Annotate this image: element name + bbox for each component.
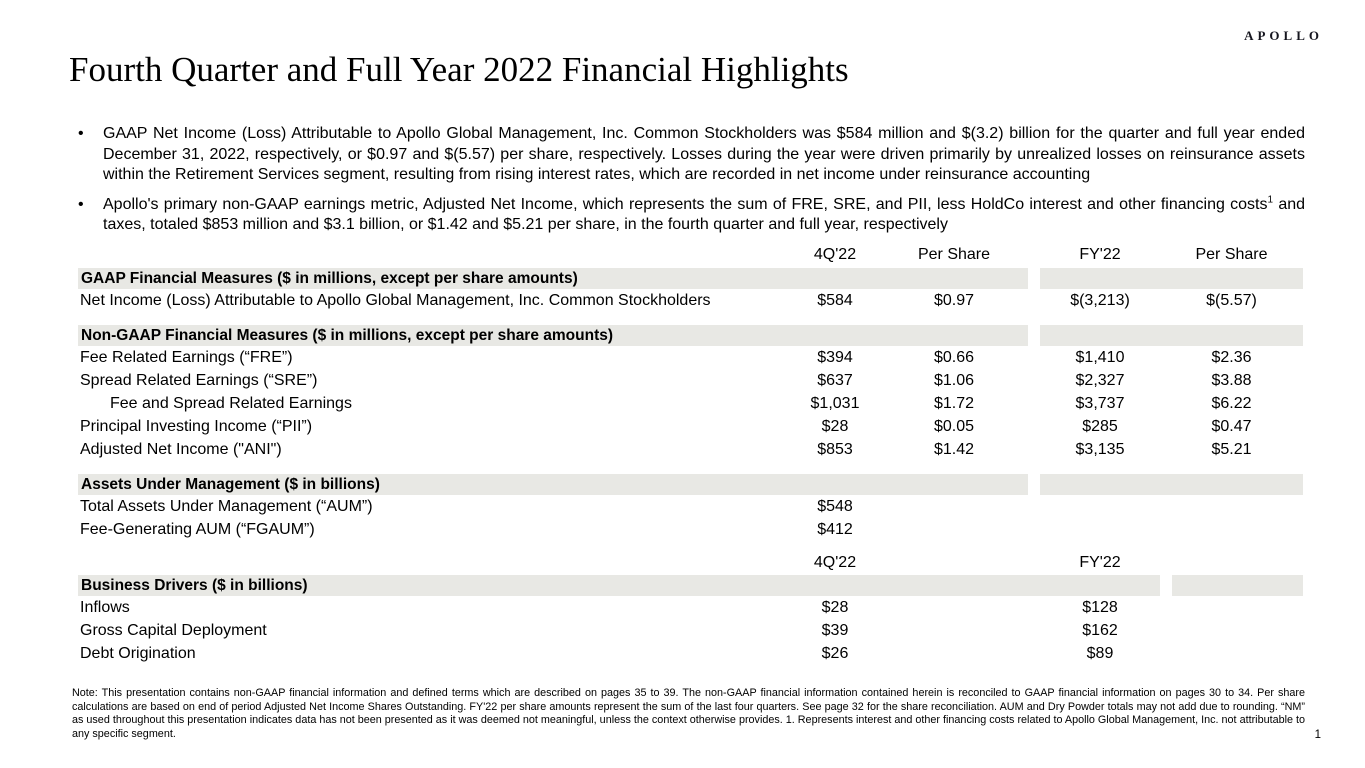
col-header-4q22: 4Q'22 bbox=[813, 554, 857, 571]
footnote-ref-1: 1 bbox=[1267, 194, 1274, 206]
value-4q22: $637 bbox=[817, 371, 853, 389]
value-fy22: $(3,213) bbox=[1070, 291, 1130, 309]
value-per-share-q: $0.97 bbox=[933, 291, 975, 309]
value-per-share-q: $0.05 bbox=[933, 417, 975, 435]
column-header-row-2: 4Q'22 FY'22 bbox=[78, 541, 1303, 575]
row-label: Principal Investing Income (“PII”) bbox=[80, 417, 313, 435]
value-4q22: $28 bbox=[821, 598, 849, 616]
value-4q22: $853 bbox=[817, 440, 853, 458]
value-fy22: $1,410 bbox=[1075, 348, 1125, 366]
value-fy22: $285 bbox=[1082, 417, 1118, 435]
row-label: Spread Related Earnings (“SRE”) bbox=[80, 371, 318, 389]
value-4q22: $26 bbox=[821, 644, 849, 662]
value-per-share-q: $1.72 bbox=[933, 394, 975, 412]
table-row-ani: Adjusted Net Income ("ANI") $853 $1.42 $… bbox=[78, 438, 1303, 461]
bullet-adjusted-net-income: • Apollo's primary non-GAAP earnings met… bbox=[78, 195, 1305, 236]
table-row-total-aum: Total Assets Under Management (“AUM”) $5… bbox=[78, 495, 1303, 518]
table-row-fee-and-spread: Fee and Spread Related Earnings $1,031 $… bbox=[78, 392, 1303, 415]
table-row-pii: Principal Investing Income (“PII”) $28 $… bbox=[78, 415, 1303, 438]
section-title-aum: Assets Under Management ($ in billions) bbox=[78, 474, 1028, 495]
bullet-marker: • bbox=[78, 195, 84, 213]
value-fy22: $2,327 bbox=[1075, 371, 1125, 389]
highlights-bullets: • GAAP Net Income (Loss) Attributable to… bbox=[78, 124, 1305, 245]
value-per-share-fy: $3.88 bbox=[1211, 371, 1252, 389]
value-per-share-fy: $0.47 bbox=[1211, 417, 1252, 435]
value-4q22: $548 bbox=[817, 497, 853, 515]
bullet-marker: • bbox=[78, 125, 84, 142]
table-row-fre: Fee Related Earnings (“FRE”) $394 $0.66 … bbox=[78, 346, 1303, 369]
value-per-share-fy: $6.22 bbox=[1211, 394, 1252, 412]
section-title-gaap: GAAP Financial Measures ($ in millions, … bbox=[78, 268, 1028, 289]
section-title-business-drivers: Business Drivers ($ in billions) bbox=[78, 575, 1160, 596]
table-row-inflows: Inflows $28 $128 bbox=[78, 596, 1303, 619]
section-header-gaap: GAAP Financial Measures ($ in millions, … bbox=[78, 268, 1303, 289]
section-header-nongaap: Non-GAAP Financial Measures ($ in millio… bbox=[78, 325, 1303, 346]
section-band-right bbox=[1160, 575, 1303, 596]
section-band-right bbox=[1040, 268, 1303, 289]
column-header-row: 4Q'22 Per Share FY'22 Per Share bbox=[78, 246, 1303, 268]
value-per-share-fy: $(5.57) bbox=[1206, 291, 1257, 309]
value-fy22: $162 bbox=[1082, 621, 1118, 639]
value-4q22: $1,031 bbox=[810, 394, 860, 412]
col-header-4q22: 4Q'22 bbox=[813, 246, 857, 263]
bullet-text-post: and taxes, totaled $853 million and $3.1… bbox=[103, 195, 1306, 234]
col-header-per-share-q: Per Share bbox=[917, 246, 991, 263]
value-fy22: $128 bbox=[1082, 598, 1118, 616]
row-label: Inflows bbox=[80, 598, 130, 616]
col-header-fy22: FY'22 bbox=[1079, 246, 1121, 263]
row-label: Net Income (Loss) Attributable to Apollo… bbox=[80, 291, 711, 309]
row-label: Total Assets Under Management (“AUM”) bbox=[80, 497, 373, 515]
col-header-per-share-fy: Per Share bbox=[1195, 246, 1268, 263]
value-4q22: $584 bbox=[817, 291, 853, 309]
row-label: Fee and Spread Related Earnings bbox=[110, 394, 352, 412]
value-4q22: $28 bbox=[821, 417, 849, 435]
value-per-share-q: $1.06 bbox=[933, 371, 975, 389]
value-fy22: $3,135 bbox=[1075, 440, 1125, 458]
table-row-fgaum: Fee-Generating AUM (“FGAUM”) $412 bbox=[78, 518, 1303, 541]
value-4q22: $39 bbox=[821, 621, 849, 639]
value-4q22: $394 bbox=[817, 348, 853, 366]
row-label: Fee Related Earnings (“FRE”) bbox=[80, 348, 293, 366]
table-row-sre: Spread Related Earnings (“SRE”) $637 $1.… bbox=[78, 369, 1303, 392]
bullet-text: Apollo's primary non-GAAP earnings metri… bbox=[103, 195, 1305, 236]
row-label: Gross Capital Deployment bbox=[80, 621, 267, 639]
value-per-share-fy: $5.21 bbox=[1211, 440, 1252, 458]
value-fy22: $89 bbox=[1086, 644, 1114, 662]
section-band-right bbox=[1040, 325, 1303, 346]
section-header-aum: Assets Under Management ($ in billions) bbox=[78, 474, 1303, 495]
financial-highlights-table: 4Q'22 Per Share FY'22 Per Share GAAP Fin… bbox=[78, 246, 1303, 665]
row-label: Adjusted Net Income ("ANI") bbox=[80, 440, 282, 458]
table-row-net-income: Net Income (Loss) Attributable to Apollo… bbox=[78, 289, 1303, 312]
apollo-logo: APOLLO bbox=[1244, 28, 1323, 43]
table-row-debt-origination: Debt Origination $26 $89 bbox=[78, 642, 1303, 665]
bullet-text-pre: Apollo's primary non-GAAP earnings metri… bbox=[103, 195, 1268, 213]
col-header-fy22: FY'22 bbox=[1079, 554, 1121, 571]
bullet-gaap-net-income: • GAAP Net Income (Loss) Attributable to… bbox=[78, 124, 1305, 186]
row-label: Debt Origination bbox=[80, 644, 196, 662]
value-per-share-q: $0.66 bbox=[933, 348, 975, 366]
value-4q22: $412 bbox=[817, 520, 853, 538]
section-header-business-drivers: Business Drivers ($ in billions) bbox=[78, 575, 1303, 596]
footnote-text: Note: This presentation contains non-GAA… bbox=[72, 687, 1305, 741]
table-gap bbox=[78, 461, 1303, 474]
page-number: 1 bbox=[1314, 729, 1321, 741]
section-title-nongaap: Non-GAAP Financial Measures ($ in millio… bbox=[78, 325, 1028, 346]
value-fy22: $3,737 bbox=[1075, 394, 1125, 412]
row-label: Fee-Generating AUM (“FGAUM”) bbox=[80, 520, 315, 538]
table-gap bbox=[78, 312, 1303, 325]
page-title: Fourth Quarter and Full Year 2022 Financ… bbox=[69, 50, 849, 89]
section-band-right bbox=[1040, 474, 1303, 495]
table-row-gross-capital-deployment: Gross Capital Deployment $39 $162 bbox=[78, 619, 1303, 642]
metrics-table: 4Q'22 Per Share FY'22 Per Share GAAP Fin… bbox=[78, 246, 1303, 665]
value-per-share-q: $1.42 bbox=[933, 440, 975, 458]
bullet-text: GAAP Net Income (Loss) Attributable to A… bbox=[103, 125, 1305, 183]
value-per-share-fy: $2.36 bbox=[1211, 348, 1252, 366]
